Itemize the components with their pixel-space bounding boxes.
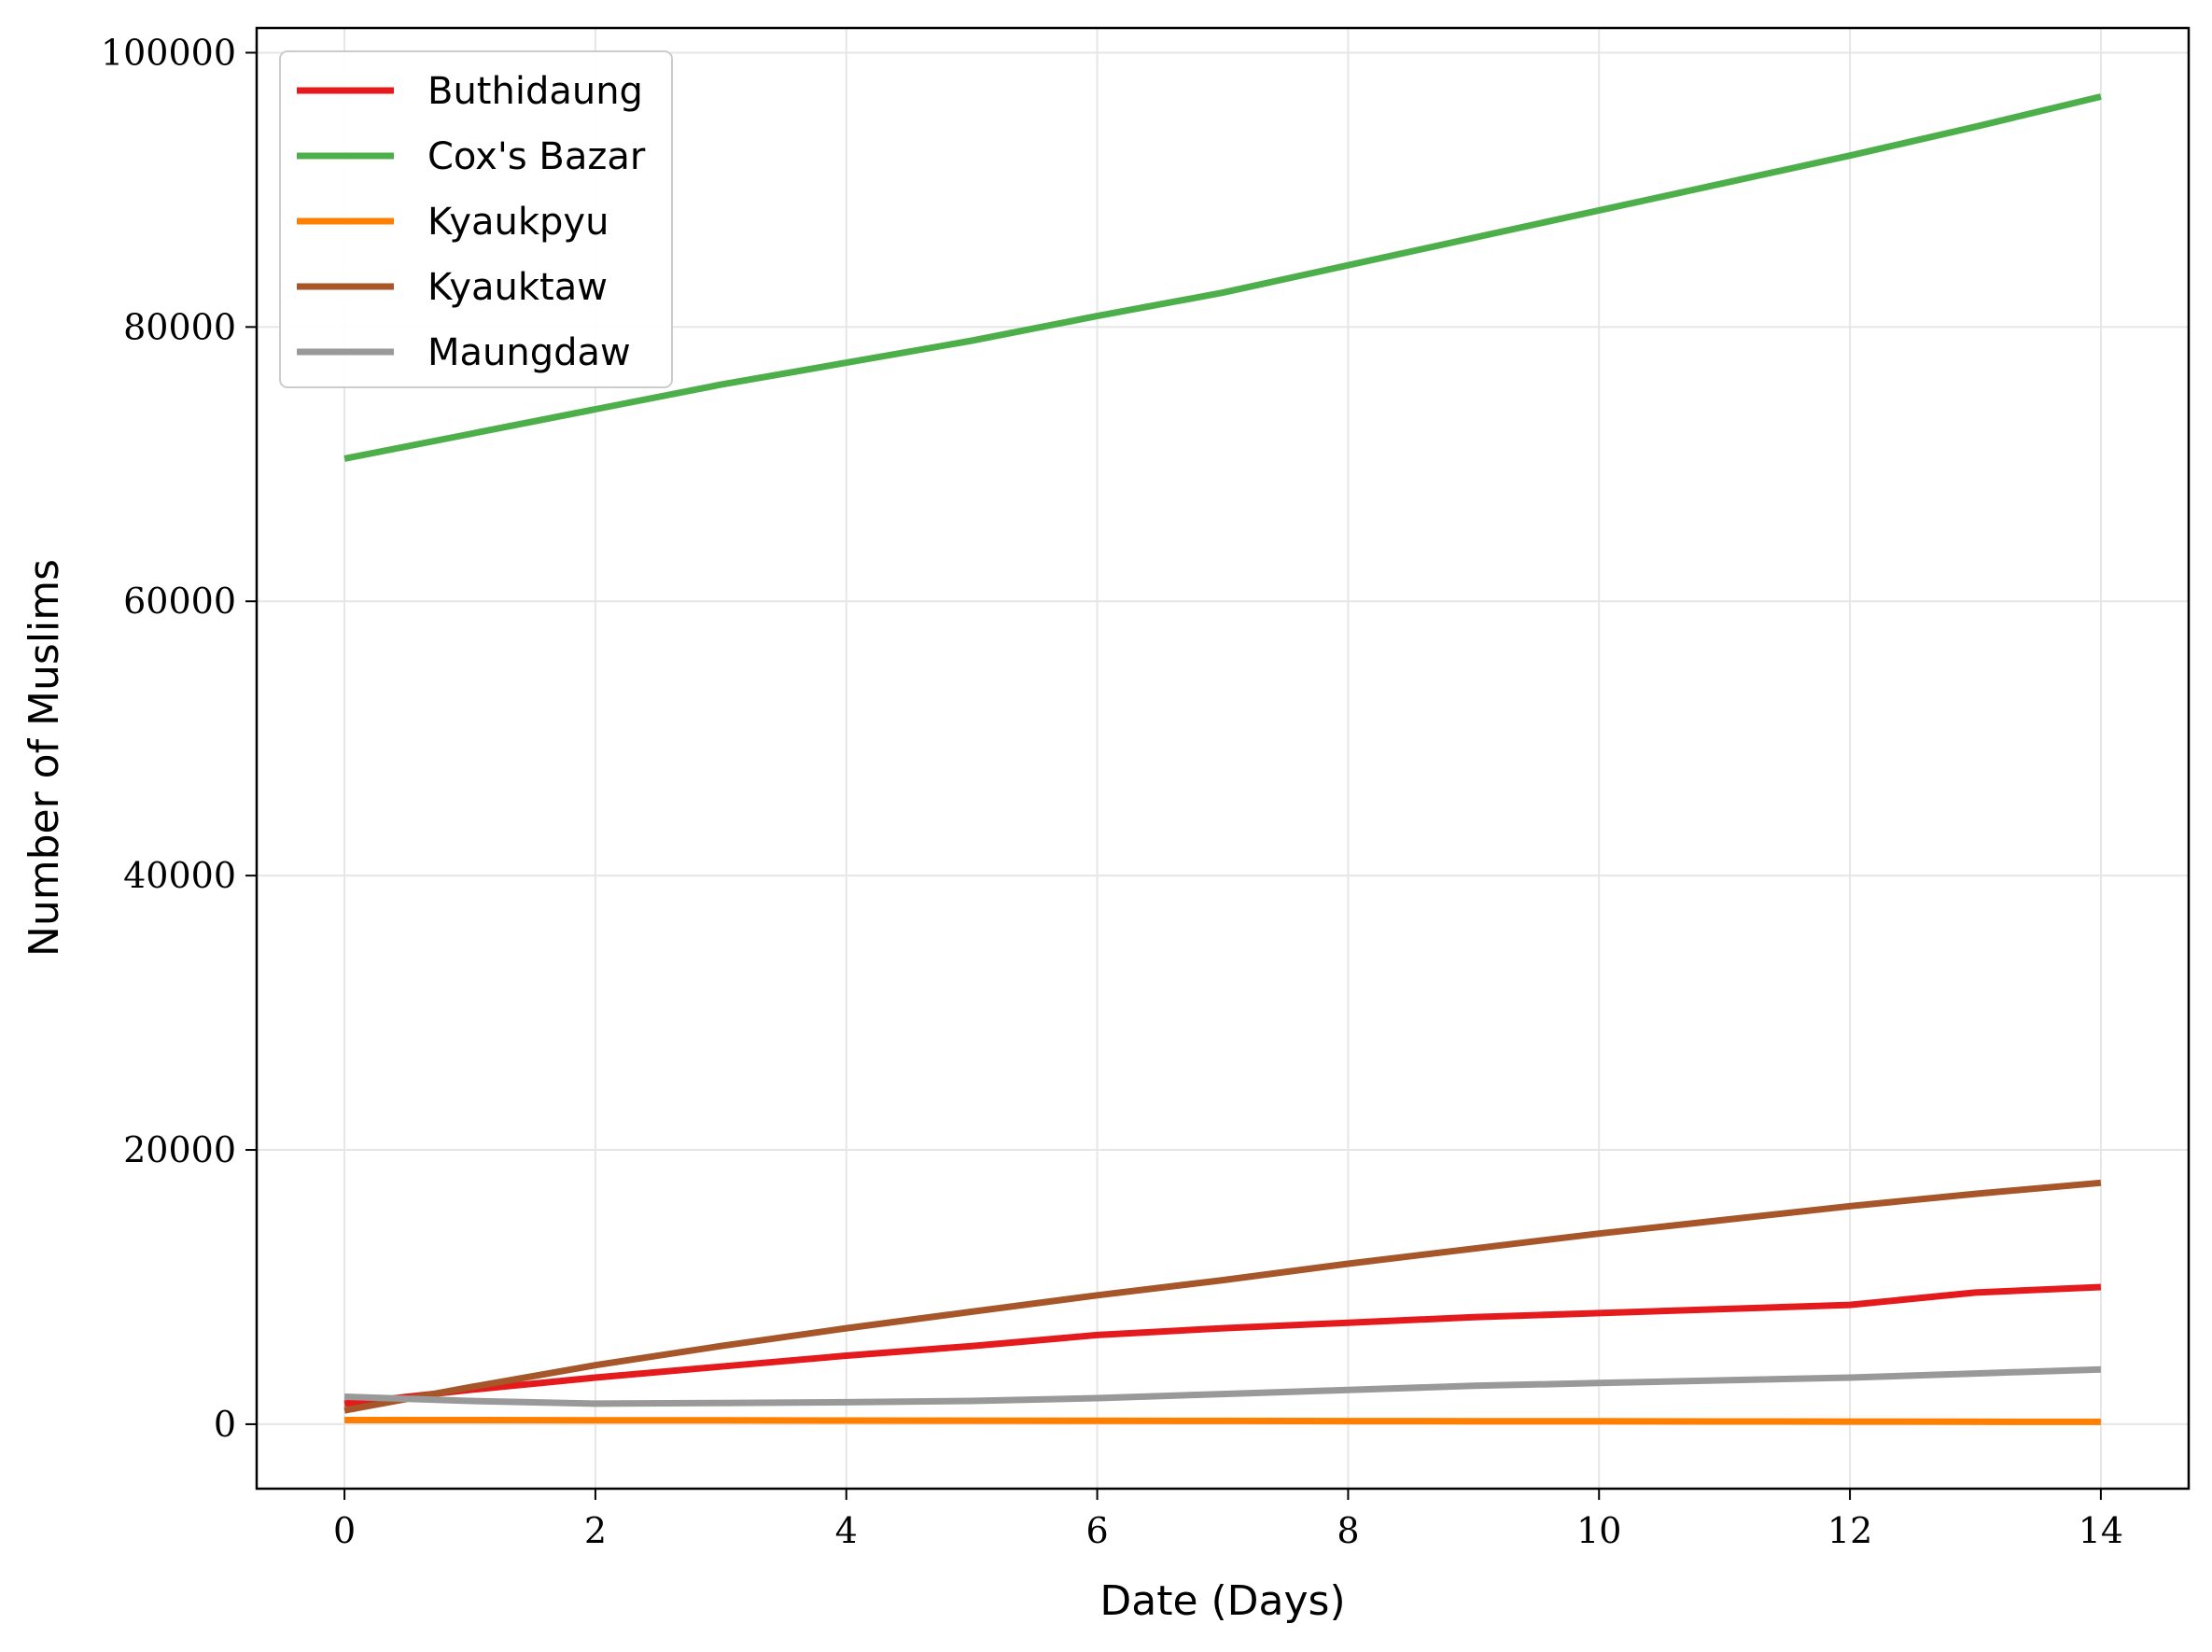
series-lines	[343, 93, 2102, 1425]
legend-box	[279, 50, 673, 388]
axis-ticks: 0 2 4 6 8 10 12 14 0 20000 40000 60000 80000 100000	[101, 32, 2123, 1551]
series-line-kyauktaw	[343, 1179, 2102, 1414]
series-line-maungdaw	[343, 1365, 2102, 1407]
y-tick-label: 20000	[123, 1129, 236, 1170]
y-axis-label: Number of Muslims	[21, 559, 68, 957]
legend-label: Kyauktaw	[427, 266, 608, 309]
x-tick-label: 2	[584, 1510, 607, 1551]
y-tick-label: 40000	[123, 855, 236, 896]
legend-label: Cox's Bazar	[427, 135, 646, 178]
x-tick-label: 8	[1337, 1510, 1359, 1551]
series-line-cox-s-bazar	[343, 93, 2102, 462]
x-tick-label: 14	[2079, 1510, 2123, 1551]
x-tick-label: 6	[1085, 1510, 1108, 1551]
x-tick-label: 4	[835, 1510, 858, 1551]
series-line-buthidaung	[343, 1283, 2102, 1407]
legend-label: Buthidaung	[427, 70, 643, 113]
x-tick-label: 0	[333, 1510, 356, 1551]
x-tick-label: 10	[1576, 1510, 1621, 1551]
grid-lines	[257, 28, 2189, 1489]
y-tick-label: 80000	[123, 306, 236, 347]
y-tick-label: 100000	[101, 32, 236, 73]
legend-label: Maungdaw	[427, 331, 631, 374]
series-line-kyaukpyu	[344, 1417, 2101, 1425]
legend-label: Kyaukpyu	[427, 201, 609, 244]
legend: Buthidaung Cox's Bazar Kyaukpyu Kyauktaw Mau…	[279, 50, 673, 388]
y-tick-label: 60000	[123, 581, 236, 622]
x-tick-label: 12	[1827, 1510, 1872, 1551]
plot-frame	[255, 26, 2191, 1491]
x-axis-label: Date (Days)	[1099, 1577, 1345, 1625]
y-tick-label: 0	[214, 1404, 236, 1445]
